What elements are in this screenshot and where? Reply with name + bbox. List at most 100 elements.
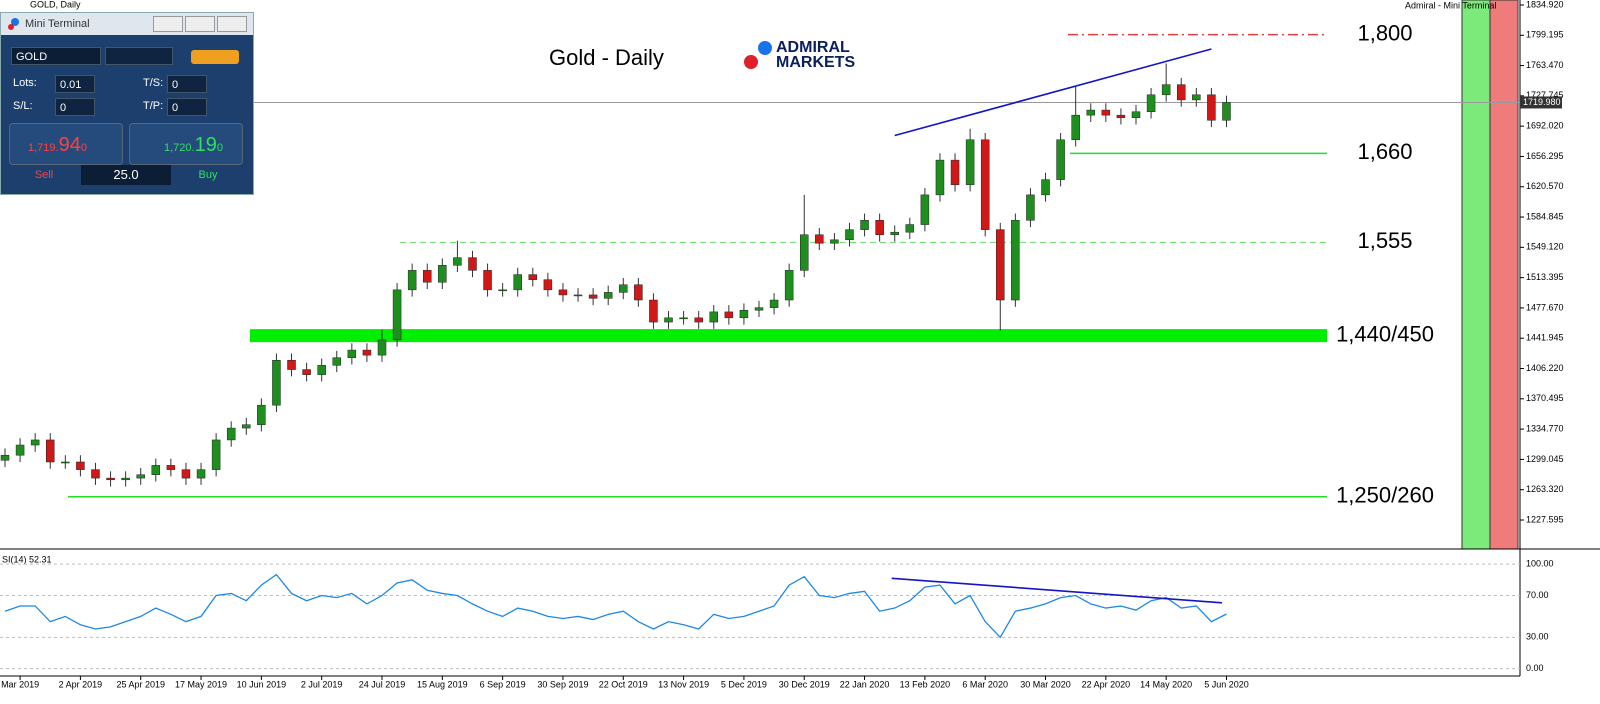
candle-body (453, 257, 462, 266)
chart-title: GOLD, Daily (30, 0, 81, 9)
candle-body (1192, 94, 1201, 101)
current-price-box (1520, 96, 1562, 109)
window-title: Admiral - Mini Terminal (1405, 0, 1496, 10)
candle-body (1071, 114, 1080, 141)
lots-input[interactable]: 0.01 (55, 75, 95, 93)
window-title: Mini Terminal (25, 18, 90, 30)
candle-body (1026, 194, 1035, 221)
volume-input[interactable]: 25.0 (81, 165, 171, 185)
candle-body (1041, 179, 1050, 196)
price-prefix: 1,719. (28, 142, 59, 154)
candle-body (1161, 84, 1171, 96)
candle-body (0, 454, 10, 461)
candle-body (754, 307, 764, 311)
candle-body (61, 461, 70, 464)
candle-body (332, 357, 342, 366)
candle-body (407, 270, 417, 291)
x-tick-label: 14 May 2020 (1140, 679, 1192, 689)
candle-body (634, 284, 643, 301)
candle-body (513, 274, 522, 291)
candle-body (890, 231, 899, 235)
candle-body (136, 474, 145, 479)
mini-terminal: Mini Terminal GOLD Lots: 0.01 T/S: 0 S/L… (0, 12, 254, 195)
candle-body (965, 139, 975, 185)
x-tick-label: 5 Dec 2019 (721, 679, 767, 689)
candle-body (377, 339, 387, 356)
tp-input[interactable]: 0 (167, 98, 207, 116)
icon (8, 18, 19, 30)
candle-body (603, 292, 613, 299)
candle-body (257, 404, 266, 425)
candle-body (679, 317, 688, 320)
candle-body (121, 477, 130, 481)
candle-body (1176, 84, 1186, 101)
candle-body (875, 220, 884, 235)
price-prefix: 1,720. (164, 142, 195, 154)
candle-body (242, 424, 251, 429)
y-tick-label: 1477.670 (1526, 302, 1564, 312)
candle-body (438, 265, 447, 283)
candle-body (664, 317, 673, 323)
candle-body (483, 270, 492, 291)
label: T/P: (143, 100, 164, 112)
candle-body (422, 270, 432, 283)
y-tick-label: 1656.295 (1526, 151, 1564, 161)
y-tick-label: 0.00 (1526, 663, 1544, 673)
candle-body (76, 461, 85, 470)
candle-body (45, 439, 55, 463)
symbol-select[interactable]: GOLD (11, 47, 101, 65)
y-tick-label: 100.00 (1526, 559, 1554, 569)
candle-body (935, 159, 945, 196)
current-price-label: 1719.980 (1523, 97, 1561, 107)
x-tick-label: 25 Apr 2019 (116, 679, 165, 689)
price-big: 19 (194, 134, 217, 156)
candle-body (784, 270, 794, 301)
candle-body (558, 289, 568, 296)
y-tick-label: 1799.195 (1526, 30, 1564, 40)
buy-button[interactable]: Buy (198, 169, 218, 181)
candle-body (845, 229, 854, 241)
y-tick-label: 1406.220 (1526, 363, 1564, 373)
candle-body (181, 469, 191, 479)
tool-buttons[interactable] (191, 50, 239, 64)
x-tick-label: 22 Apr 2020 (1082, 679, 1131, 689)
level-label: 1,250/260 (1336, 483, 1434, 508)
buy-panel[interactable]: 1,720.190 (129, 123, 243, 165)
x-tick-label: 2 Jul 2019 (301, 679, 343, 689)
x-tick-label: 5 Jun 2020 (1204, 679, 1249, 689)
ts-input[interactable]: 0 (167, 75, 207, 93)
sell-button[interactable]: Sell (34, 169, 54, 181)
label: Lots: (13, 77, 37, 89)
candle-body (30, 439, 40, 446)
level-label: 1,660 (1357, 139, 1412, 164)
y-tick-label: 1620.570 (1526, 181, 1564, 191)
candle-body (1086, 109, 1096, 116)
candle-body (920, 194, 930, 225)
level-label: 1,800 (1357, 20, 1412, 45)
x-tick-label: 30 Dec 2019 (779, 679, 830, 689)
level-label: 1,555 (1357, 228, 1412, 253)
close-button[interactable] (217, 16, 247, 32)
x-tick-label: 22 Jan 2020 (840, 679, 890, 689)
symbol-info (105, 47, 173, 65)
logo-text: MARKETS (776, 54, 855, 71)
candle-body (166, 465, 176, 470)
y-tick-label: 1692.020 (1526, 121, 1564, 131)
candle-body (588, 294, 598, 299)
candle-body (950, 159, 960, 185)
chart-subtitle: Gold - Daily (549, 45, 664, 70)
candle-body (573, 294, 583, 297)
maximize-button[interactable] (185, 16, 215, 32)
minimize-button[interactable] (153, 16, 183, 32)
level-label: 1,440/450 (1336, 321, 1434, 346)
price-suffix: 0 (80, 142, 87, 154)
candle-body (392, 289, 402, 341)
sl-input[interactable]: 0 (55, 98, 95, 116)
candle-body (1056, 139, 1065, 180)
title-bar: Mini Terminal (1, 13, 253, 35)
x-tick-label: 6 Mar 2020 (962, 679, 1008, 689)
y-tick-label: 1441.945 (1526, 333, 1564, 343)
candle-body (724, 311, 734, 319)
sell-panel[interactable]: 1,719.940 (9, 123, 123, 165)
